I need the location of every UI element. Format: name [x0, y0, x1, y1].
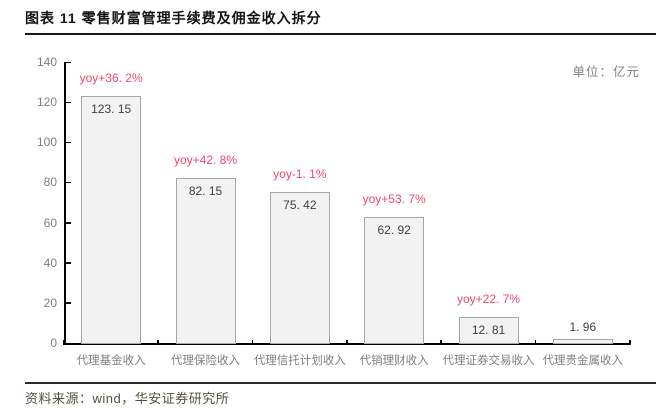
- y-tick: [66, 61, 71, 63]
- x-tick: [157, 340, 159, 345]
- bar-value-label: 82. 15: [188, 184, 223, 199]
- bar-value-label: 75. 42: [283, 197, 317, 212]
- y-tick: [66, 181, 71, 184]
- bar: [81, 95, 142, 344]
- bar: [364, 216, 425, 344]
- y-tick: [66, 302, 71, 304]
- y-tick-label: 20: [43, 295, 57, 310]
- x-category-label: 代销理财收入: [359, 355, 429, 367]
- yoy-label: yoy+22. 7%: [456, 292, 521, 307]
- y-axis-line: [64, 62, 66, 345]
- x-tick: [629, 340, 631, 345]
- unit-label: 单位：亿元: [572, 65, 640, 79]
- bar-value-label: 12. 81: [471, 323, 506, 338]
- bar: [269, 191, 330, 344]
- x-tick: [534, 340, 537, 345]
- x-tick: [440, 340, 442, 345]
- yoy-label: yoy+36. 2%: [79, 70, 143, 85]
- title-divider: [25, 33, 656, 35]
- y-tick-label: 80: [43, 175, 57, 190]
- footer-divider: [25, 382, 656, 384]
- yoy-label: yoy+42. 8%: [173, 153, 238, 168]
- y-tick: [66, 101, 71, 104]
- y-tick-label: 0: [50, 336, 57, 350]
- x-category-label: 代理证券交易收入: [442, 355, 535, 367]
- bar: [458, 317, 519, 344]
- figure-title: 图表 11 零售财富管理手续费及佣金收入拆分: [25, 10, 322, 26]
- x-tick: [346, 340, 348, 345]
- bar-value-label: 123. 15: [91, 101, 132, 116]
- yoy-label: yoy-1. 1%: [273, 166, 327, 181]
- x-axis-line: [64, 343, 631, 345]
- x-category-label: 代理保险收入: [170, 355, 240, 367]
- x-category-label: 代理信托计划收入: [253, 355, 346, 367]
- bar: [175, 178, 236, 344]
- y-tick-label: 100: [36, 135, 57, 150]
- bar: [552, 339, 613, 344]
- y-tick: [66, 141, 71, 144]
- y-tick: [66, 342, 71, 344]
- x-tick: [251, 340, 254, 345]
- y-tick-label: 120: [36, 95, 57, 110]
- y-tick: [66, 222, 71, 224]
- x-category-label: 代理贵金属收入: [542, 355, 624, 367]
- bar-value-label: 62. 92: [377, 222, 411, 237]
- y-tick-label: 140: [36, 55, 57, 69]
- x-category-label: 代理基金收入: [76, 355, 146, 367]
- bar-value-label: 1. 96: [569, 320, 597, 335]
- y-tick-label: 60: [43, 215, 57, 230]
- y-tick: [66, 262, 71, 264]
- yoy-label: yoy+53. 7%: [362, 191, 426, 206]
- source-note: 资料来源：wind，华安证券研究所: [25, 391, 230, 406]
- y-tick-label: 40: [43, 255, 57, 270]
- x-tick: [63, 340, 65, 345]
